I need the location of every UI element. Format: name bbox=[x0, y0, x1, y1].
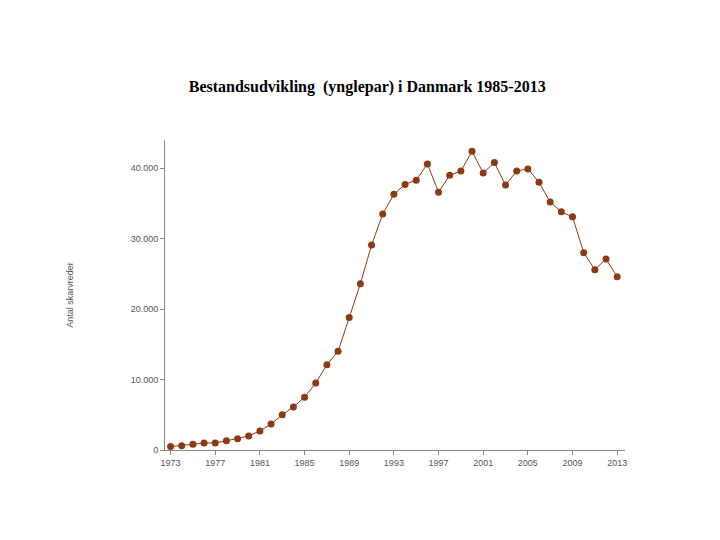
svg-text:1997: 1997 bbox=[429, 458, 449, 468]
svg-text:1989: 1989 bbox=[339, 458, 359, 468]
svg-text:Bestandsudvikling (ynglepar): Bestandsudvikling (ynglepar) i Danmark 1… bbox=[189, 78, 546, 96]
svg-text:1973: 1973 bbox=[161, 458, 181, 468]
svg-text:Antal skarvreder: Antal skarvreder bbox=[65, 262, 75, 328]
svg-text:2005: 2005 bbox=[518, 458, 538, 468]
svg-text:1981: 1981 bbox=[250, 458, 270, 468]
svg-text:1977: 1977 bbox=[205, 458, 225, 468]
svg-text:1993: 1993 bbox=[384, 458, 404, 468]
svg-text:40.000: 40.000 bbox=[131, 163, 159, 173]
svg-text:2009: 2009 bbox=[563, 458, 583, 468]
svg-text:20.000: 20.000 bbox=[131, 304, 159, 314]
svg-text:30.000: 30.000 bbox=[131, 234, 159, 244]
svg-text:10.000: 10.000 bbox=[131, 375, 159, 385]
svg-text:2013: 2013 bbox=[607, 458, 627, 468]
svg-text:2001: 2001 bbox=[473, 458, 493, 468]
svg-text:1985: 1985 bbox=[295, 458, 315, 468]
svg-text:0: 0 bbox=[153, 445, 158, 455]
